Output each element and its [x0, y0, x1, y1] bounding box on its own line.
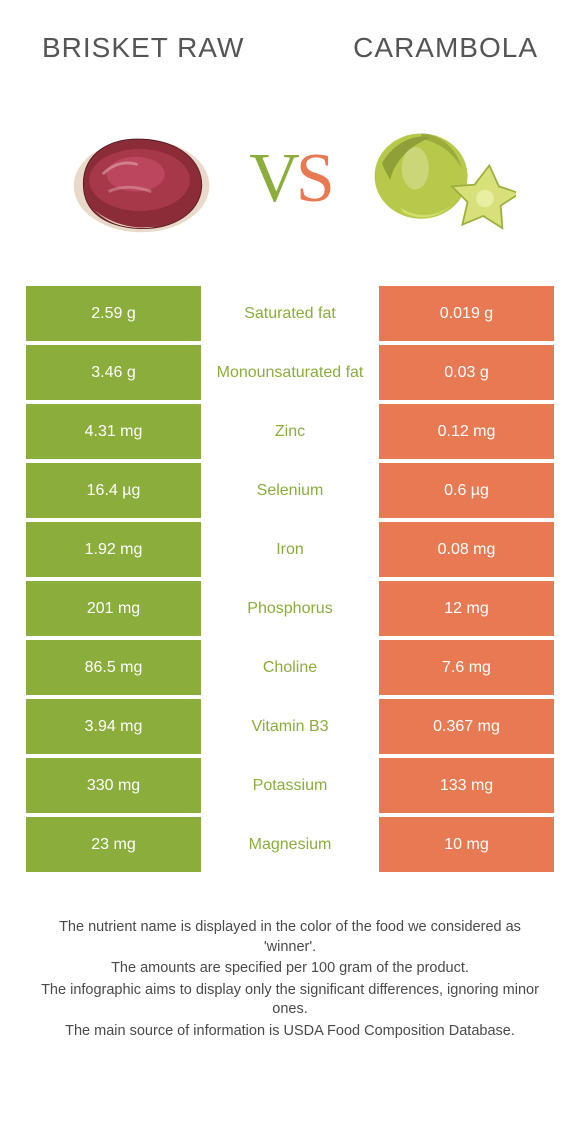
right-value-cell: 0.6 µg [379, 463, 554, 518]
right-value-cell: 0.08 mg [379, 522, 554, 577]
right-value-cell: 0.019 g [379, 286, 554, 341]
table-row: 16.4 µgSelenium0.6 µg [26, 463, 554, 518]
left-value-cell: 201 mg [26, 581, 201, 636]
nutrient-label: Selenium [201, 463, 379, 518]
footer-line: The main source of information is USDA F… [36, 1022, 544, 1042]
table-row: 23 mgMagnesium10 mg [26, 817, 554, 872]
left-value-cell: 86.5 mg [26, 640, 201, 695]
left-value-cell: 1.92 mg [26, 522, 201, 577]
table-row: 4.31 mgZinc0.12 mg [26, 404, 554, 459]
carambola-image [361, 114, 516, 244]
left-value-cell: 3.94 mg [26, 699, 201, 754]
left-value-cell: 4.31 mg [26, 404, 201, 459]
left-value-cell: 16.4 µg [26, 463, 201, 518]
nutrient-label: Magnesium [201, 817, 379, 872]
table-row: 3.46 gMonounsaturated fat0.03 g [26, 345, 554, 400]
right-value-cell: 12 mg [379, 581, 554, 636]
table-row: 1.92 mgIron0.08 mg [26, 522, 554, 577]
footer-line: The nutrient name is displayed in the co… [36, 918, 544, 957]
left-value-cell: 3.46 g [26, 345, 201, 400]
nutrient-label: Zinc [201, 404, 379, 459]
nutrient-label: Saturated fat [201, 286, 379, 341]
right-value-cell: 10 mg [379, 817, 554, 872]
footer-notes: The nutrient name is displayed in the co… [36, 918, 544, 1041]
footer-line: The infographic aims to display only the… [36, 981, 544, 1020]
vs-row: VS [0, 104, 580, 254]
left-value-cell: 2.59 g [26, 286, 201, 341]
right-value-cell: 0.367 mg [379, 699, 554, 754]
right-value-cell: 133 mg [379, 758, 554, 813]
right-value-cell: 0.03 g [379, 345, 554, 400]
nutrient-label: Iron [201, 522, 379, 577]
right-value-cell: 7.6 mg [379, 640, 554, 695]
vs-v-letter: V [249, 140, 296, 217]
table-row: 330 mgPotassium133 mg [26, 758, 554, 813]
nutrient-table: 2.59 gSaturated fat0.019 g3.46 gMonounsa… [26, 286, 554, 872]
vs-s-letter: S [296, 140, 331, 217]
nutrient-label: Potassium [201, 758, 379, 813]
nutrient-label: Choline [201, 640, 379, 695]
brisket-image [64, 114, 219, 244]
left-value-cell: 330 mg [26, 758, 201, 813]
header: BRISKET RAW CARAMBOLA [0, 0, 580, 64]
table-row: 201 mgPhosphorus12 mg [26, 581, 554, 636]
table-row: 2.59 gSaturated fat0.019 g [26, 286, 554, 341]
table-row: 3.94 mgVitamin B30.367 mg [26, 699, 554, 754]
left-food-title: BRISKET RAW [42, 32, 244, 64]
nutrient-label: Monounsaturated fat [201, 345, 379, 400]
nutrient-label: Vitamin B3 [201, 699, 379, 754]
table-row: 86.5 mgCholine7.6 mg [26, 640, 554, 695]
vs-label: VS [249, 139, 331, 219]
right-value-cell: 0.12 mg [379, 404, 554, 459]
right-food-title: CARAMBOLA [353, 32, 538, 64]
footer-line: The amounts are specified per 100 gram o… [36, 959, 544, 979]
nutrient-label: Phosphorus [201, 581, 379, 636]
left-value-cell: 23 mg [26, 817, 201, 872]
